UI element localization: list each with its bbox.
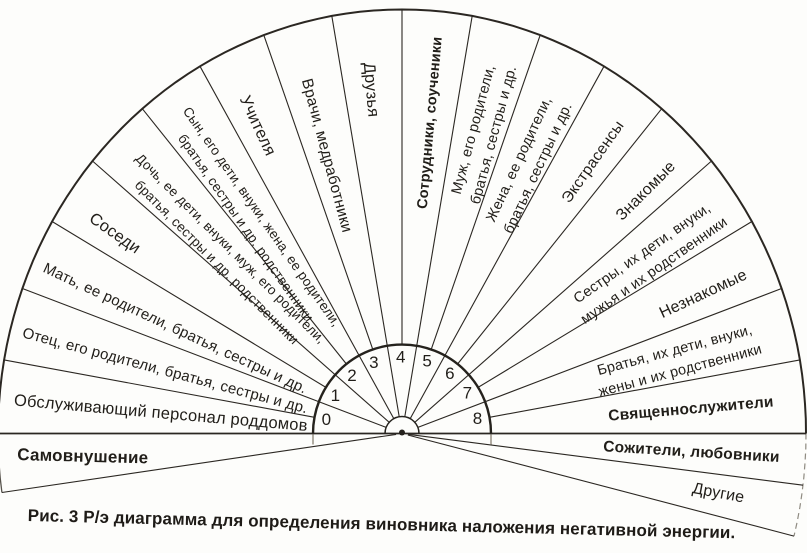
sector-label-line: Самовнушение	[17, 445, 148, 467]
sector-divider-line	[92, 160, 390, 423]
sector-label: Братья, их дети, внуки,жены и их родстве…	[591, 321, 763, 400]
sector-divider-line	[404, 15, 473, 417]
sector-label: Самовнушение	[17, 445, 148, 467]
scale-number: 0	[322, 410, 331, 429]
sector-label-line: Незнакомые	[657, 266, 750, 321]
sector-divider-line	[141, 108, 347, 365]
scale-number: 6	[445, 364, 454, 383]
sector-divider-line	[263, 34, 374, 350]
sector-divider-line	[407, 434, 795, 537]
sector-label-line: Другие	[691, 480, 746, 506]
sector-label: Сотрудники, соученики	[415, 36, 446, 210]
sector-label-line: Врачи, медработники	[298, 77, 355, 235]
scale-number: 2	[347, 366, 356, 385]
sector-label-line: Сожители, любовники	[603, 438, 780, 466]
sector-divider-line	[489, 359, 801, 418]
sector-label-line: Священнослужители	[608, 393, 775, 424]
sector-label: Другие	[691, 480, 746, 506]
outer-arc-below-left	[0, 467, 3, 493]
sector-label-line: Друзья	[360, 62, 383, 118]
sector-label: Знакомые	[613, 158, 679, 224]
sector-label: Друзья	[360, 62, 383, 118]
sector-divider-line	[457, 108, 663, 365]
sector-label: Сожители, любовники	[603, 438, 780, 466]
scale-number: 1	[331, 386, 340, 405]
sector-divider-line	[331, 15, 400, 417]
sector-label: Незнакомые	[657, 266, 750, 321]
center-arc	[384, 415, 420, 434]
sector-divider-line	[477, 221, 753, 388]
scale-arc	[311, 343, 493, 434]
sector-divider-line	[409, 66, 605, 419]
sector-label: Учителя	[236, 93, 279, 159]
sector-divider-line	[417, 287, 782, 428]
sector-label: Врачи, медработники	[298, 77, 355, 235]
sector-label-line: Соседи	[86, 209, 144, 257]
sector-label-line: Учителя	[236, 93, 279, 159]
center-dot	[399, 429, 405, 436]
scale-number: 5	[422, 352, 431, 371]
scale-number: 4	[396, 348, 405, 367]
sector-divider-line	[3, 359, 315, 418]
scale-number: 8	[473, 409, 482, 428]
sector-label-line: Знакомые	[613, 158, 679, 224]
scale-number: 7	[463, 384, 472, 403]
sector-label-line: мужья и их родственники	[578, 214, 731, 328]
sector-label-line: Сотрудники, соученики	[415, 36, 446, 210]
sector-divider-line	[407, 433, 804, 486]
sector-label: Соседи	[86, 209, 144, 257]
sector-divider-line	[22, 287, 387, 428]
sector-divider-line	[1, 433, 397, 494]
sector-divider-line	[430, 34, 541, 350]
scale-number: 3	[369, 353, 378, 372]
sector-divider-line	[414, 160, 712, 423]
sector-divider-line	[51, 221, 327, 388]
sector-divider-line	[199, 66, 395, 419]
sector-label: Священнослужители	[608, 393, 775, 424]
